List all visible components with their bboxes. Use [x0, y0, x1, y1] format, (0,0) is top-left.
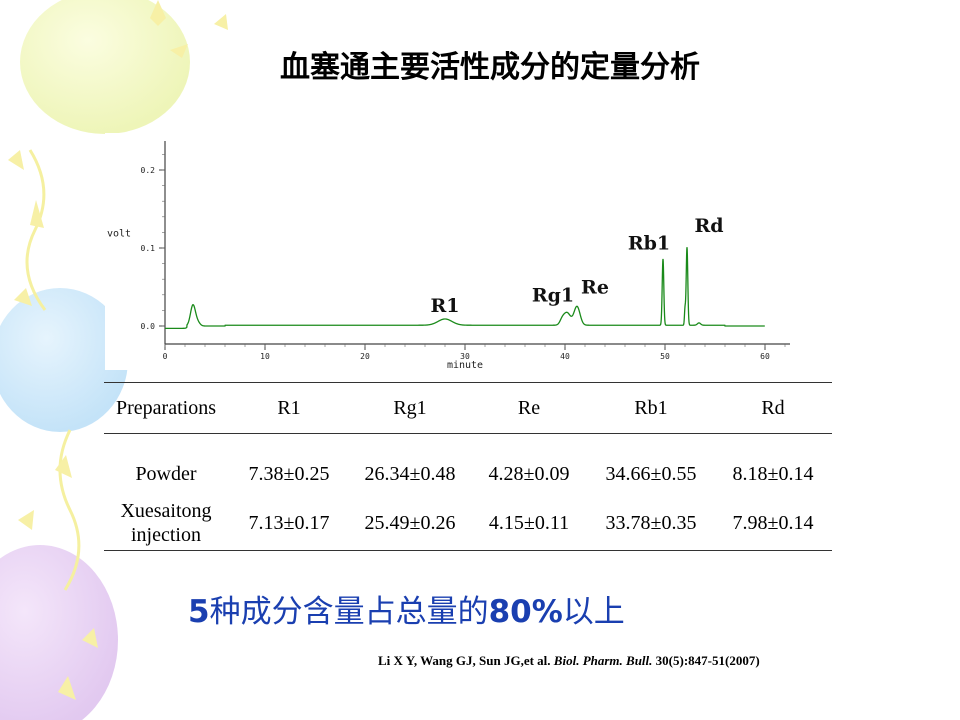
conclusion-percent: 80% — [488, 594, 563, 630]
table-cell: 4.15±0.11 — [470, 496, 588, 551]
header-rb1: Rb1 — [588, 382, 714, 434]
chromatogram-trace — [165, 247, 765, 329]
table-cell: 8.18±0.14 — [732, 462, 814, 485]
citation-journal: Biol. Pharm. Bull. — [553, 653, 653, 668]
x-tick-label: 30 — [460, 352, 470, 361]
conclusion-count: 5 — [188, 594, 210, 630]
x-tick-label: 0 — [163, 352, 168, 361]
row-label: Powder — [104, 434, 228, 497]
peak-label: Re — [581, 276, 609, 298]
row-label-line: Xuesaitong — [120, 500, 212, 522]
table-cell: 7.98±0.14 — [714, 496, 832, 551]
chromatogram-chart: 0.0 0.1 0.2 0 10 20 30 40 50 60 minute volt R1 Rg1 Re R… — [105, 133, 820, 370]
table-header-row: Preparations R1 Rg1 Re Rb1 Rd — [104, 382, 832, 434]
x-tick-label: 50 — [660, 352, 670, 361]
page-title: 血塞通主要活性成分的定量分析 — [280, 50, 700, 85]
table-cell: 34.66±0.55 — [605, 462, 697, 485]
y-axis-label: volt — [107, 228, 131, 239]
y-tick-label: 0.2 — [141, 166, 156, 175]
table-cell: 4.28±0.09 — [488, 462, 570, 485]
header-rg1: Rg1 — [350, 382, 470, 434]
y-tick-label: 0.0 — [141, 322, 156, 331]
content-table: Preparations R1 Rg1 Re Rb1 Rd Powder 7.3… — [104, 382, 832, 551]
header-r1: R1 — [228, 382, 350, 434]
header-preparations: Preparations — [104, 382, 228, 434]
header-re: Re — [470, 382, 588, 434]
table-row: Xuesaitong injection 7.13±0.17 25.49±0.26… — [104, 496, 832, 551]
row-label-line: injection — [131, 524, 201, 546]
header-rd: Rd — [714, 382, 832, 434]
conclusion-middle: 种成分含量占总量的 — [209, 594, 489, 630]
peak-label: Rg1 — [532, 285, 574, 307]
table-cell: 33.78±0.35 — [588, 496, 714, 551]
x-tick-label: 40 — [560, 352, 570, 361]
peak-label: Rd — [694, 215, 723, 237]
table-cell: 7.13±0.17 — [228, 496, 350, 551]
citation: Li X Y, Wang GJ, Sun JG,et al. Biol. Pha… — [378, 653, 760, 669]
table-cell: 7.38±0.25 — [248, 462, 330, 485]
x-tick-label: 20 — [360, 352, 370, 361]
table-cell: 26.34±0.48 — [364, 462, 456, 485]
y-tick-label: 0.1 — [141, 244, 156, 253]
conclusion-tail: 以上 — [562, 594, 625, 630]
peak-label: R1 — [430, 295, 459, 317]
row-label: Xuesaitong injection — [104, 496, 228, 551]
citation-ref: 30(5):847-51(2007) — [655, 653, 760, 668]
table-row: Powder 7.38±0.25 26.34±0.48 4.28±0.09 34… — [104, 434, 832, 497]
conclusion-text: 5种成分含量占总量的80%以上 — [188, 586, 625, 631]
row-label-line: Powder — [135, 463, 197, 485]
peak-label: Rb1 — [628, 233, 670, 255]
x-axis-label: minute — [447, 360, 483, 370]
citation-authors: Li X Y, Wang GJ, Sun JG,et al. — [378, 653, 551, 668]
x-tick-label: 10 — [260, 352, 270, 361]
table-cell: 25.49±0.26 — [350, 496, 470, 551]
x-tick-label: 60 — [760, 352, 770, 361]
